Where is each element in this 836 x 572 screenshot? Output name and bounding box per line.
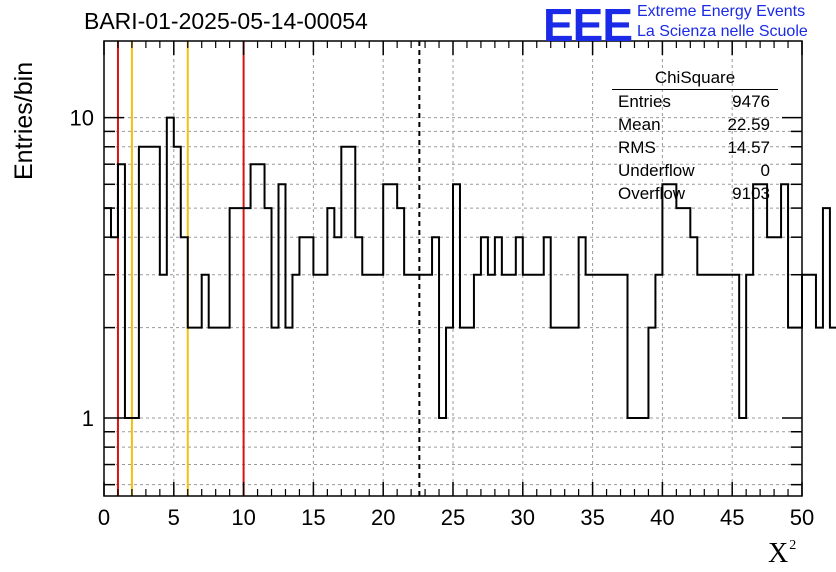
x-tick-label: 45 — [720, 505, 744, 530]
stats-row-rms: RMS 14.57 — [618, 138, 770, 157]
grid-lines — [104, 41, 802, 496]
stats-row-mean: Mean 22.59 — [618, 115, 770, 134]
x-tick-label: 25 — [441, 505, 465, 530]
x-tick-label: 50 — [790, 505, 814, 530]
x-tick-label: 10 — [231, 505, 255, 530]
histogram-series — [104, 116, 836, 420]
stats-row-underflow: Underflow 0 — [618, 161, 770, 180]
reference-lines — [116, 41, 421, 496]
stats-row-entries: Entries 9476 — [618, 92, 770, 111]
stats-box: ChiSquare Entries 9476 Mean 22.59 RMS 14.57… — [612, 66, 778, 205]
x-tick-label: 35 — [580, 505, 604, 530]
y-tick-label: 1 — [82, 406, 94, 431]
x-tick-label: 15 — [301, 505, 325, 530]
eee-logo: EEE — [543, 0, 633, 51]
x-tick-label: 0 — [98, 505, 110, 530]
y-tick-label: 10 — [70, 106, 94, 131]
x-axis-label: X2 — [768, 538, 797, 569]
y-axis-label: Entries/bin — [10, 61, 38, 180]
x-tick-label: 40 — [650, 505, 674, 530]
axis-ticks: 0 5 10 15 20 25 30 35 40 45 50 1 10 — [70, 41, 814, 530]
stats-row-overflow: Overflow 9103 — [618, 184, 770, 203]
logo-caption-line2: La Scienza nelle Scuole — [637, 23, 808, 40]
x-tick-label: 30 — [511, 505, 535, 530]
x-tick-label: 5 — [168, 505, 180, 530]
x-tick-label: 20 — [371, 505, 395, 530]
logo-caption-line1: Extreme Energy Events — [637, 3, 806, 20]
stats-title: ChiSquare — [612, 66, 778, 90]
run-title: BARI-01-2025-05-14-00054 — [84, 8, 368, 34]
